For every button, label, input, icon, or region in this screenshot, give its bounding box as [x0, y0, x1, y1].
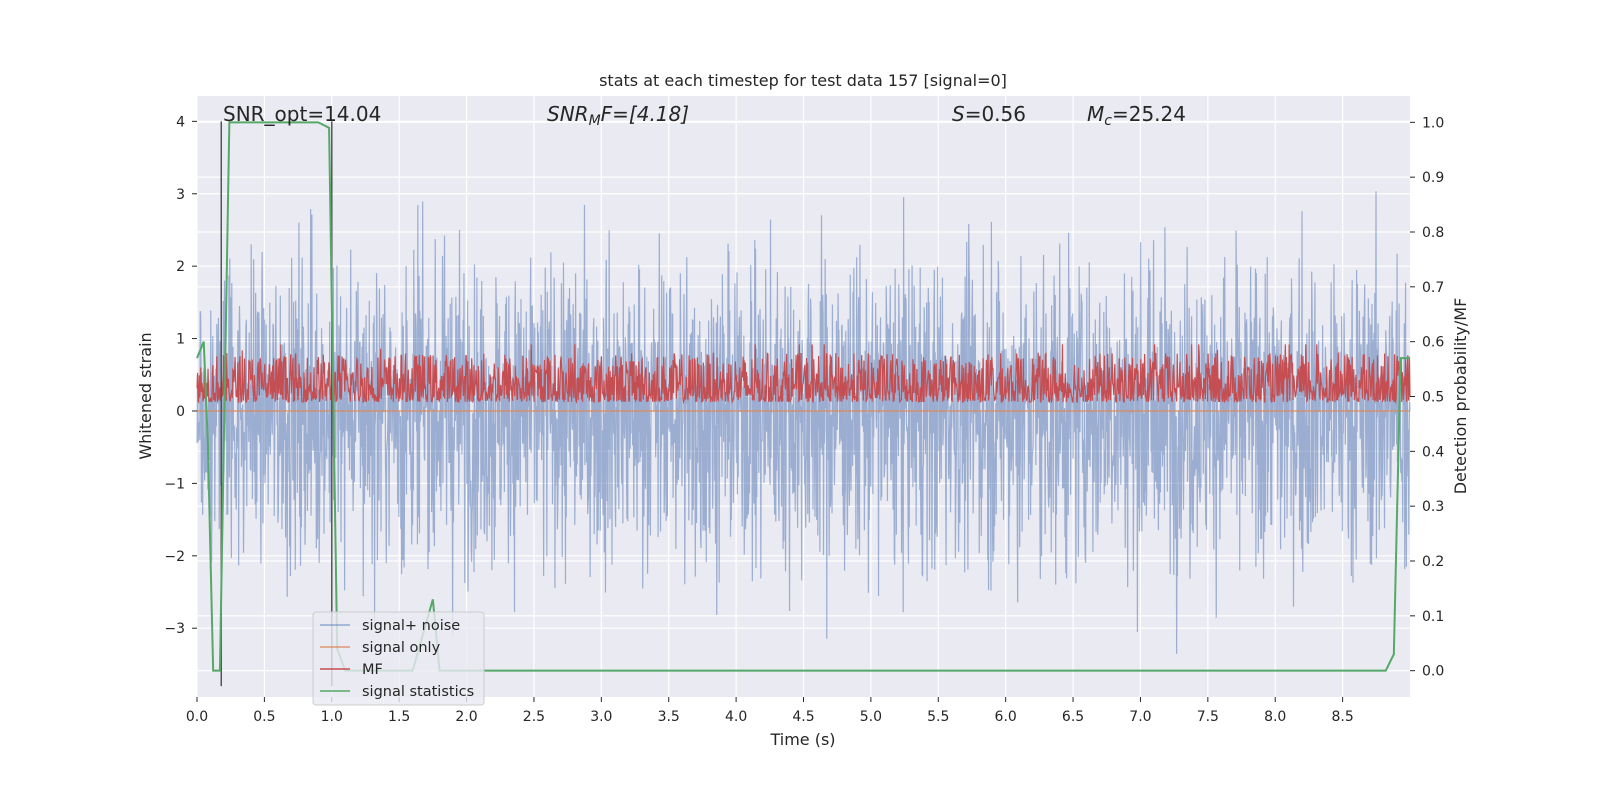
x-tick-label: 0.5 [253, 709, 275, 725]
x-tick-label: 7.5 [1197, 709, 1219, 725]
y2-tick-label: 0.1 [1422, 609, 1444, 625]
y-axis-ticks: −3 −2 −1 0 1 2 3 4 [164, 114, 197, 637]
annotation-snr-mf-suffix: F=[4.18] [601, 102, 689, 126]
y-tick-label: 1 [176, 332, 185, 348]
legend-label-signal-only: signal only [362, 640, 441, 656]
x-axis-ticks: 0.0 0.5 1.0 1.5 2.0 2.5 3.0 3.5 4.0 4.5 5.0 5.5 6.0 6… [186, 697, 1354, 725]
x-tick-label: 0.0 [186, 709, 208, 725]
legend-frame [312, 611, 485, 706]
y2-tick-label: 0.2 [1422, 554, 1444, 570]
legend-label-signal-plus-noise: signal+ noise [362, 618, 460, 634]
y2-axis-ticks: 0.0 0.1 0.2 0.3 0.4 0.5 0.6 0.7 0.8 0.9 1.0 [1410, 115, 1444, 680]
x-tick-label: 5.0 [860, 709, 882, 725]
series-signal-plus-noise [196, 191, 1411, 654]
y-tick-label: −1 [164, 476, 185, 492]
y-tick-label: 2 [176, 259, 185, 275]
x-tick-label: 2.5 [523, 709, 545, 725]
y2-tick-label: 0.8 [1422, 225, 1444, 241]
x-tick-label: 4.5 [792, 709, 814, 725]
x-tick-label: 1.0 [321, 709, 343, 725]
x-tick-label: 1.5 [388, 709, 410, 725]
annotation-s-var: S [952, 102, 965, 126]
annotation-snr-mf: SNRMF=[4.18] [547, 102, 689, 129]
x-tick-label: 2.0 [455, 709, 477, 725]
annotation-snr-mf-prefix: SNR [547, 102, 589, 126]
annotation-mc-sub: c [1104, 113, 1112, 129]
y-tick-label: −3 [164, 621, 185, 637]
y2-tick-label: 1.0 [1422, 115, 1444, 131]
x-tick-label: 4.0 [725, 709, 747, 725]
noise-trace [196, 191, 1411, 654]
y2-tick-label: 0.9 [1422, 170, 1444, 186]
x-tick-label: 6.5 [1062, 709, 1084, 725]
y2-tick-label: 0.3 [1422, 499, 1444, 515]
x-tick-label: 5.5 [927, 709, 949, 725]
series-mf [196, 344, 1411, 405]
annotation-mc-var: M [1087, 102, 1104, 126]
y-tick-label: 4 [176, 114, 185, 130]
mf-trace [196, 344, 1411, 405]
x-tick-label: 8.0 [1264, 709, 1286, 725]
annotation-mc: Mc=25.24 [1087, 102, 1186, 129]
y2-tick-label: 0.4 [1422, 444, 1444, 460]
y-axis-label: Whitened strain [136, 332, 155, 459]
annotation-snr-opt: SNR_opt=14.04 [223, 102, 381, 126]
y2-axis-label: Detection probability/MF [1451, 298, 1470, 495]
annotation-mc-val: =25.24 [1112, 102, 1186, 126]
x-axis-label: Time (s) [769, 730, 835, 749]
annotation-s: S=0.56 [952, 102, 1026, 126]
legend-label-signal-statistics: signal statistics [362, 684, 474, 700]
y-tick-label: 3 [176, 187, 185, 203]
x-tick-label: 8.5 [1331, 709, 1353, 725]
annotation-s-val: =0.56 [965, 102, 1026, 126]
legend-label-mf: MF [362, 662, 383, 678]
y-tick-label: −2 [164, 549, 185, 565]
x-tick-label: 3.0 [590, 709, 612, 725]
y2-tick-label: 0.6 [1422, 335, 1444, 351]
y2-tick-label: 0.5 [1422, 390, 1444, 406]
legend: signal+ noise signal only MF signal stat… [312, 611, 485, 706]
annotation-snr-mf-sub: M [589, 113, 601, 129]
x-tick-label: 6.0 [995, 709, 1017, 725]
x-tick-label: 3.5 [658, 709, 680, 725]
chart-title: stats at each timestep for test data 157… [599, 71, 1007, 90]
y-tick-label: 0 [176, 404, 185, 420]
y2-tick-label: 0.7 [1422, 280, 1444, 296]
x-tick-label: 7.0 [1129, 709, 1151, 725]
y2-tick-label: 0.0 [1422, 664, 1444, 680]
